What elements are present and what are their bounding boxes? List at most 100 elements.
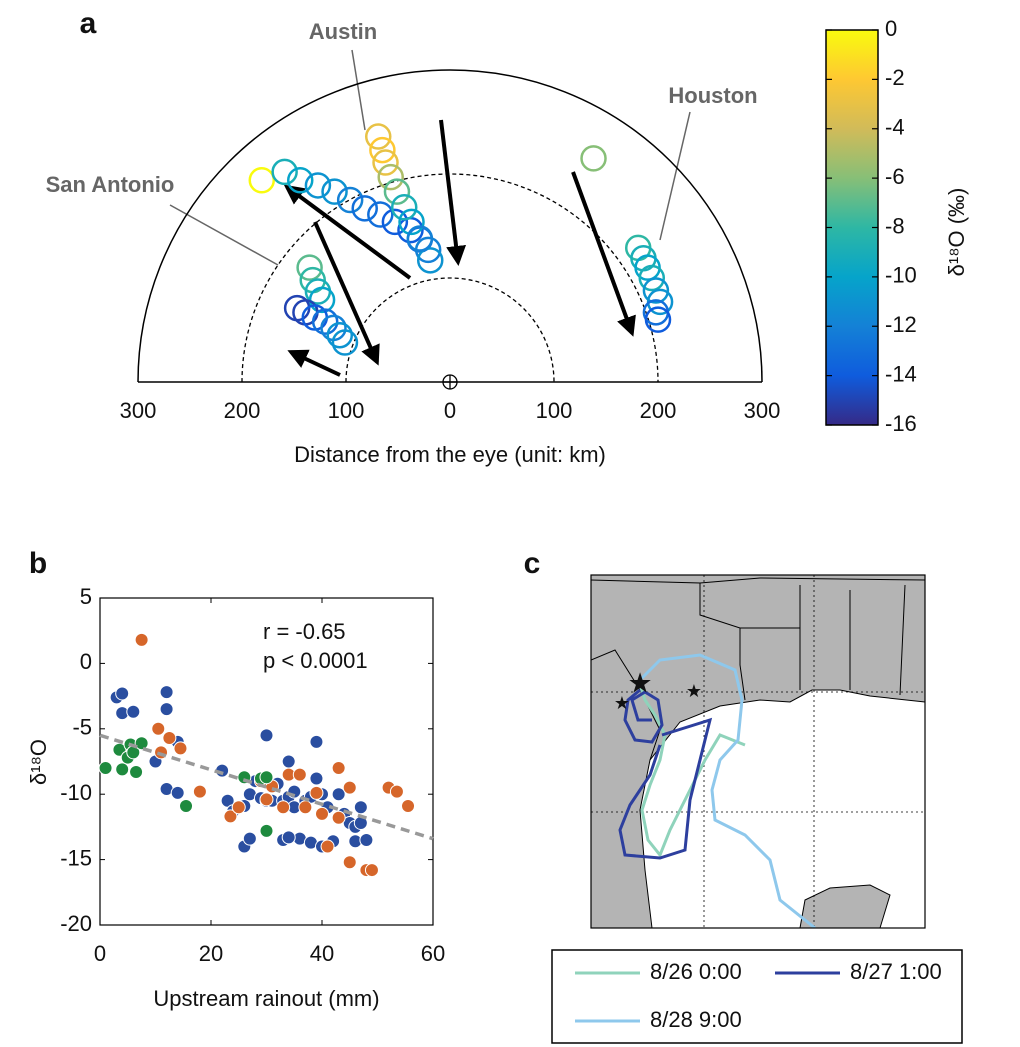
y-tick-label: -10 xyxy=(60,780,92,805)
data-point xyxy=(223,809,238,824)
panel-label: a xyxy=(80,7,97,40)
y-axis-label: δ¹⁸O xyxy=(26,739,51,785)
legend-label: 8/28 9:00 xyxy=(650,1007,742,1032)
data-point xyxy=(173,741,188,756)
colorbar-tick-label: -6 xyxy=(885,164,905,189)
x-tick-label: 20 xyxy=(199,941,223,966)
sample-circle xyxy=(377,163,404,191)
sample-circle xyxy=(390,194,418,221)
data-point xyxy=(281,830,296,845)
map: ★ ★ ★ xyxy=(591,575,925,928)
trajectory xyxy=(638,684,746,858)
range-ring xyxy=(345,277,555,383)
sample-circle xyxy=(296,254,323,281)
y-tick-label: 5 xyxy=(80,584,92,609)
legend-box xyxy=(551,949,963,1044)
colorbar-tick-label: -8 xyxy=(885,213,905,238)
x-tick-label: 200 xyxy=(640,398,677,423)
y-tick-label: -20 xyxy=(60,911,92,936)
sample-circle xyxy=(372,149,399,176)
x-tick-label: 300 xyxy=(744,398,781,423)
data-point xyxy=(342,855,357,870)
x-tick-label: 300 xyxy=(120,398,157,423)
sample-circle xyxy=(321,178,348,205)
city-label: San Antonio xyxy=(46,172,175,197)
colorbar-tick-label: -12 xyxy=(885,312,917,337)
sample-circle xyxy=(381,208,409,236)
sample-circle xyxy=(644,306,672,333)
data-point xyxy=(170,785,185,800)
data-point xyxy=(315,806,329,821)
data-point xyxy=(151,721,166,736)
sample-circle xyxy=(406,225,434,252)
x-tick-label: 40 xyxy=(310,941,334,966)
data-point xyxy=(159,685,174,700)
data-point xyxy=(353,800,368,815)
sample-circle xyxy=(326,321,354,349)
sample-circle xyxy=(638,264,666,292)
data-point xyxy=(331,810,346,825)
sample-circle xyxy=(271,158,298,186)
data-point xyxy=(342,780,357,795)
x-tick-label: 100 xyxy=(536,398,573,423)
x-tick-label: 200 xyxy=(224,398,261,423)
outer-ring xyxy=(137,69,763,383)
sample-circle xyxy=(351,195,378,222)
data-point xyxy=(309,785,324,800)
x-axis-label: Upstream rainout (mm) xyxy=(153,986,379,1011)
sample-circle xyxy=(336,186,364,214)
star: ★ xyxy=(686,681,702,701)
sample-circle xyxy=(331,329,359,356)
data-point xyxy=(98,761,113,776)
colorbar-tick-label: -14 xyxy=(885,361,917,386)
sample-circle xyxy=(286,166,314,194)
colorbar xyxy=(825,29,879,426)
data-point xyxy=(259,823,274,838)
sample-circle xyxy=(383,178,411,205)
stat-annotation: p < 0.0001 xyxy=(263,648,368,673)
sample-circle xyxy=(642,277,670,304)
sample-circle xyxy=(304,172,332,199)
data-point xyxy=(242,831,257,846)
colorbar-tick-label: -4 xyxy=(885,115,905,140)
trajectory xyxy=(638,653,816,928)
map-frame xyxy=(590,574,926,929)
sample-circle xyxy=(367,201,394,228)
data-point xyxy=(115,686,130,701)
plot-frame xyxy=(99,597,434,926)
data-point xyxy=(126,704,141,719)
data-point xyxy=(298,800,313,815)
y-tick-label: -5 xyxy=(72,715,92,740)
arrows xyxy=(283,119,636,377)
star: ★ xyxy=(614,693,630,713)
data-point xyxy=(309,771,324,786)
data-point xyxy=(281,754,296,769)
range-ring xyxy=(241,173,659,383)
data-point xyxy=(276,800,291,815)
y-tick-label: 0 xyxy=(80,649,92,674)
sample-circle xyxy=(364,123,392,150)
data-point xyxy=(134,736,149,751)
city-label: Houston xyxy=(668,83,757,108)
data-point xyxy=(331,761,346,776)
sample-circle xyxy=(248,166,276,194)
trajectory xyxy=(618,688,713,860)
data-point xyxy=(134,632,149,647)
city-label: Austin xyxy=(309,19,377,44)
legend-label: 8/27 1:00 xyxy=(850,959,942,984)
data-point xyxy=(401,798,416,813)
data-point xyxy=(231,800,246,815)
data-point xyxy=(320,839,335,854)
data-point xyxy=(259,770,274,785)
data-point xyxy=(159,702,174,717)
data-point xyxy=(259,728,274,743)
data-point xyxy=(129,764,144,779)
colorbar-tick-label: 0 xyxy=(885,16,897,41)
trend-line xyxy=(99,733,434,841)
data-point xyxy=(259,792,274,807)
x-tick-label: 0 xyxy=(94,941,106,966)
stat-annotation: r = -0.65 xyxy=(263,619,346,644)
sample-circle xyxy=(416,247,444,274)
data-point xyxy=(292,767,307,782)
x-tick-label: 0 xyxy=(444,398,456,423)
